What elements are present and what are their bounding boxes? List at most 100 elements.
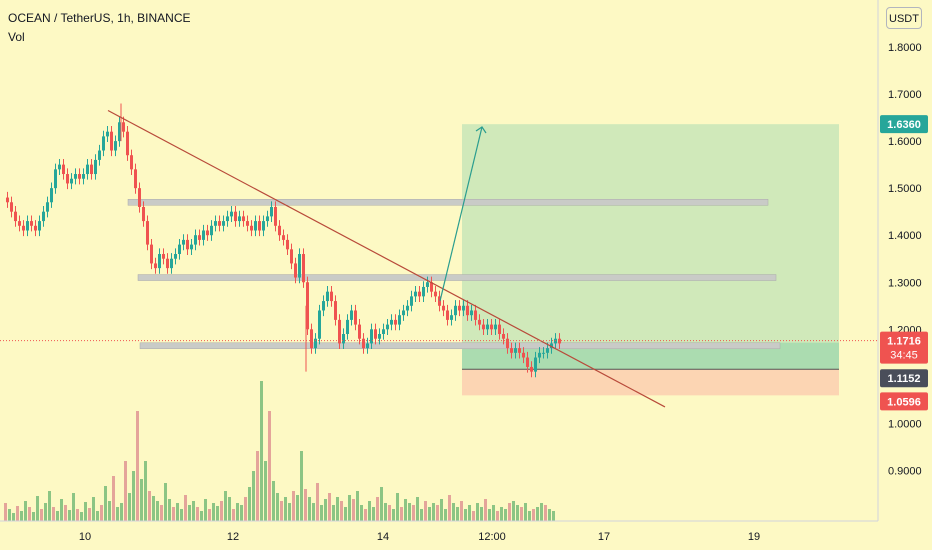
- x-tick-label: 12:00: [478, 531, 506, 543]
- volume-bar: [180, 509, 183, 521]
- candle-body: [238, 216, 241, 222]
- volume-bar: [416, 497, 419, 521]
- candle-body: [178, 244, 181, 255]
- candle-body: [410, 296, 413, 306]
- volume-bar: [496, 511, 499, 521]
- volume-bar: [76, 509, 79, 521]
- volume-bar: [116, 507, 119, 521]
- volume-bar: [260, 381, 263, 521]
- candle-body: [422, 286, 425, 297]
- volume-bar: [212, 503, 215, 521]
- volume-bar: [24, 501, 27, 521]
- volume-bar: [456, 507, 459, 521]
- volume-bar: [384, 503, 387, 521]
- volume-bar: [312, 503, 315, 521]
- volume-bar: [380, 487, 383, 521]
- volume-bar: [488, 509, 491, 521]
- candle-body: [10, 202, 13, 212]
- candle-body: [310, 329, 313, 349]
- volume-bar: [228, 497, 231, 521]
- volume-indicator-label[interactable]: Vol: [8, 30, 25, 44]
- volume-bar: [492, 505, 495, 521]
- x-tick-label: 14: [377, 531, 389, 543]
- candle-body: [490, 324, 493, 330]
- y-tick-label: 1.8000: [888, 42, 922, 54]
- candle-body: [170, 258, 173, 269]
- volume-bar: [64, 505, 67, 521]
- candle-body: [282, 235, 285, 240]
- candle-body: [506, 338, 509, 349]
- volume-bar: [540, 503, 543, 521]
- volume-bar: [252, 471, 255, 521]
- candle-body: [162, 254, 165, 259]
- volume-bar: [28, 507, 31, 521]
- volume-bar: [268, 411, 271, 521]
- volume-bar: [512, 501, 515, 521]
- volume-bar: [396, 493, 399, 521]
- y-tick-label: 0.9000: [888, 465, 922, 477]
- volume-bar: [144, 461, 147, 521]
- candle-body: [462, 305, 465, 311]
- volume-bar: [296, 495, 299, 521]
- volume-bar: [148, 491, 151, 521]
- candle-body: [326, 291, 329, 302]
- volume-bar: [292, 491, 295, 521]
- volume-bar: [112, 476, 115, 521]
- candle-body: [182, 239, 185, 245]
- currency-button[interactable]: USDT: [886, 7, 922, 29]
- candle-body: [318, 310, 321, 339]
- volume-bar: [520, 507, 523, 521]
- candle-body: [370, 329, 373, 344]
- candle-body: [98, 150, 101, 160]
- volume-bar: [508, 503, 511, 521]
- candle-body: [158, 254, 161, 269]
- volume-bar: [532, 509, 535, 521]
- volume-bar: [256, 451, 259, 521]
- candle-body: [454, 305, 457, 316]
- volume-bar: [348, 495, 351, 521]
- volume-bar: [88, 508, 91, 521]
- volume-bar: [56, 511, 59, 521]
- x-tick-label: 12: [227, 531, 239, 543]
- volume-bar: [236, 503, 239, 521]
- candle-body: [266, 216, 269, 222]
- volume-bar: [360, 505, 363, 521]
- candle-body: [278, 225, 281, 236]
- candle-body: [90, 164, 93, 175]
- candle-body: [486, 324, 489, 330]
- candle-body: [394, 319, 397, 325]
- volume-bar: [136, 411, 139, 521]
- volume-bar: [552, 511, 555, 521]
- y-tick-label: 1.7000: [888, 89, 922, 101]
- volume-bar: [388, 505, 391, 521]
- volume-bar: [216, 506, 219, 521]
- candle-body: [442, 305, 445, 311]
- candle-body: [34, 225, 37, 231]
- candle-body: [386, 324, 389, 330]
- candle-body: [94, 159, 97, 175]
- volume-bar: [320, 505, 323, 521]
- volume-bar: [20, 511, 23, 521]
- candle-body: [342, 334, 345, 344]
- volume-bar: [424, 501, 427, 521]
- candle-body: [290, 249, 293, 264]
- candle-body: [210, 225, 213, 236]
- volume-bar: [196, 507, 199, 521]
- candle-body: [338, 319, 341, 344]
- candle-body: [74, 174, 77, 179]
- candle-body: [114, 141, 117, 151]
- candle-body: [18, 221, 21, 226]
- candle-body: [226, 216, 229, 222]
- volume-bar: [140, 479, 143, 521]
- volume-bar: [304, 489, 307, 521]
- candle-body: [186, 239, 189, 250]
- candle-body: [450, 315, 453, 320]
- candle-body: [166, 258, 169, 269]
- volume-bar: [324, 499, 327, 521]
- candle-body: [354, 310, 357, 325]
- candle-body: [6, 197, 9, 203]
- volume-bar: [68, 510, 71, 521]
- candle-body: [78, 174, 81, 179]
- x-tick-label: 17: [598, 531, 610, 543]
